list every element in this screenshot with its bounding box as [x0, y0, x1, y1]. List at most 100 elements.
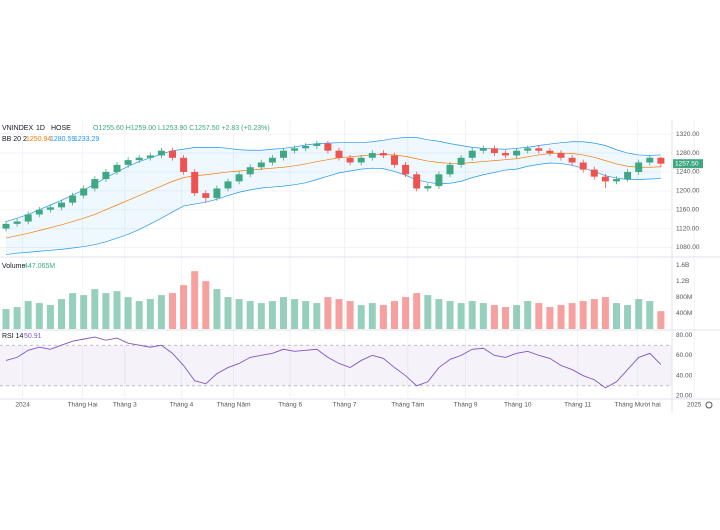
volume-bar: [291, 299, 299, 329]
candle-body: [435, 174, 443, 187]
volume-bar: [579, 301, 587, 329]
volume-bar: [191, 271, 199, 329]
candle-body: [568, 157, 576, 163]
candle-body: [402, 164, 410, 175]
volume-bar: [657, 311, 665, 329]
symbol: VNINDEX: [2, 125, 33, 132]
volume-bar: [335, 299, 343, 329]
candle-body: [424, 186, 432, 189]
volume-bar: [513, 305, 521, 329]
candle-body: [24, 214, 32, 222]
volume-bar: [213, 289, 221, 329]
bb-line: [5, 162, 661, 255]
candle-body: [191, 171, 199, 194]
candle-body: [590, 169, 598, 177]
rsi-label: RSI 14: [2, 333, 24, 340]
volume-bar: [624, 305, 632, 329]
y-tick-label: 1120.00: [676, 225, 699, 232]
volume-bar: [646, 301, 654, 329]
candle-body: [291, 148, 299, 151]
candle-body: [346, 157, 354, 163]
candle-body: [80, 188, 88, 196]
volume-bar: [35, 303, 43, 329]
volume-bar: [302, 301, 310, 329]
y-tick-label: 400M: [676, 310, 692, 317]
y-tick-label: 1.6B: [676, 262, 689, 269]
volume-bar: [546, 307, 554, 329]
candle-body: [324, 143, 332, 151]
bb-upper: 1280.59: [50, 136, 75, 143]
volume-bar: [24, 301, 32, 329]
volume-bar: [80, 295, 88, 329]
candle-body: [302, 145, 310, 149]
candle-body: [613, 179, 620, 182]
candle-body: [268, 157, 276, 163]
candle-body: [657, 157, 665, 164]
candle-body: [468, 150, 476, 158]
bb-basis: 1250.94: [26, 136, 51, 143]
volume-bar: [235, 299, 243, 329]
candle-body: [524, 148, 532, 151]
candle-body: [224, 181, 232, 189]
candle-body: [357, 157, 365, 163]
volume-bar: [58, 299, 65, 329]
volume-bar: [169, 293, 176, 329]
candle-body: [157, 150, 165, 156]
bb-line: [5, 152, 661, 239]
candle-body: [13, 221, 21, 224]
candle-body: [457, 157, 465, 165]
candle-body: [646, 157, 654, 163]
candle-body: [169, 150, 176, 158]
x-tick-label: 2025: [687, 402, 702, 409]
volume-bar: [557, 305, 565, 329]
y-tick-label: 60.00: [676, 352, 693, 359]
candle-body: [135, 157, 143, 161]
bb-fill: [6, 137, 661, 255]
x-tick-label: Tháng 11: [564, 402, 591, 409]
volume-bar: [357, 305, 365, 329]
candle-body: [335, 150, 343, 158]
volume-bar: [280, 297, 287, 329]
bb-label: BB 20 2: [2, 136, 27, 143]
y-tick-label: 20.00: [676, 393, 693, 400]
settings-icon[interactable]: [705, 401, 713, 409]
volume-bar: [46, 305, 54, 329]
x-tick-label: 2024: [15, 402, 30, 409]
candle-body: [635, 162, 643, 172]
volume-bar: [446, 301, 454, 329]
candle-body: [601, 176, 609, 182]
ohlc: O1255.60 H1259.00 L1253.90 C1257.50 +2.8…: [93, 125, 270, 132]
volume-bar: [479, 303, 487, 329]
volume-bar: [102, 293, 110, 329]
volume-bar: [524, 301, 532, 329]
panes: 2024 Tháng Hai Tháng 3 Tháng 4 Tháng Năm Thán…: [0, 120, 703, 409]
volume-bar: [246, 301, 254, 329]
volume-bar: [135, 301, 143, 329]
rsi-line: [5, 336, 662, 389]
volume-bar: [613, 303, 620, 329]
candle-body: [46, 207, 54, 210]
volume-bar: [379, 305, 387, 329]
y-tick-label: 40.00: [676, 372, 693, 379]
volume-bar: [180, 285, 188, 329]
candle-body: [146, 155, 154, 158]
candle-body: [180, 157, 188, 172]
exchange: HOSE: [51, 125, 71, 132]
rsi-value: 50.91: [24, 333, 42, 340]
volume-bar: [346, 301, 354, 329]
candle-body: [490, 148, 498, 154]
volume-bar: [13, 307, 21, 329]
volume-bar: [146, 299, 154, 329]
x-tick-label: Tháng 10: [504, 402, 532, 409]
candle-body: [579, 162, 587, 170]
candle-body: [391, 155, 398, 165]
candle-body: [235, 174, 243, 182]
candle-body: [624, 171, 632, 180]
volume-bar: [568, 303, 576, 329]
volume-bar: [413, 293, 421, 329]
volume-bar: [435, 299, 443, 329]
volume-bar: [502, 307, 509, 329]
candle-body: [257, 162, 265, 168]
